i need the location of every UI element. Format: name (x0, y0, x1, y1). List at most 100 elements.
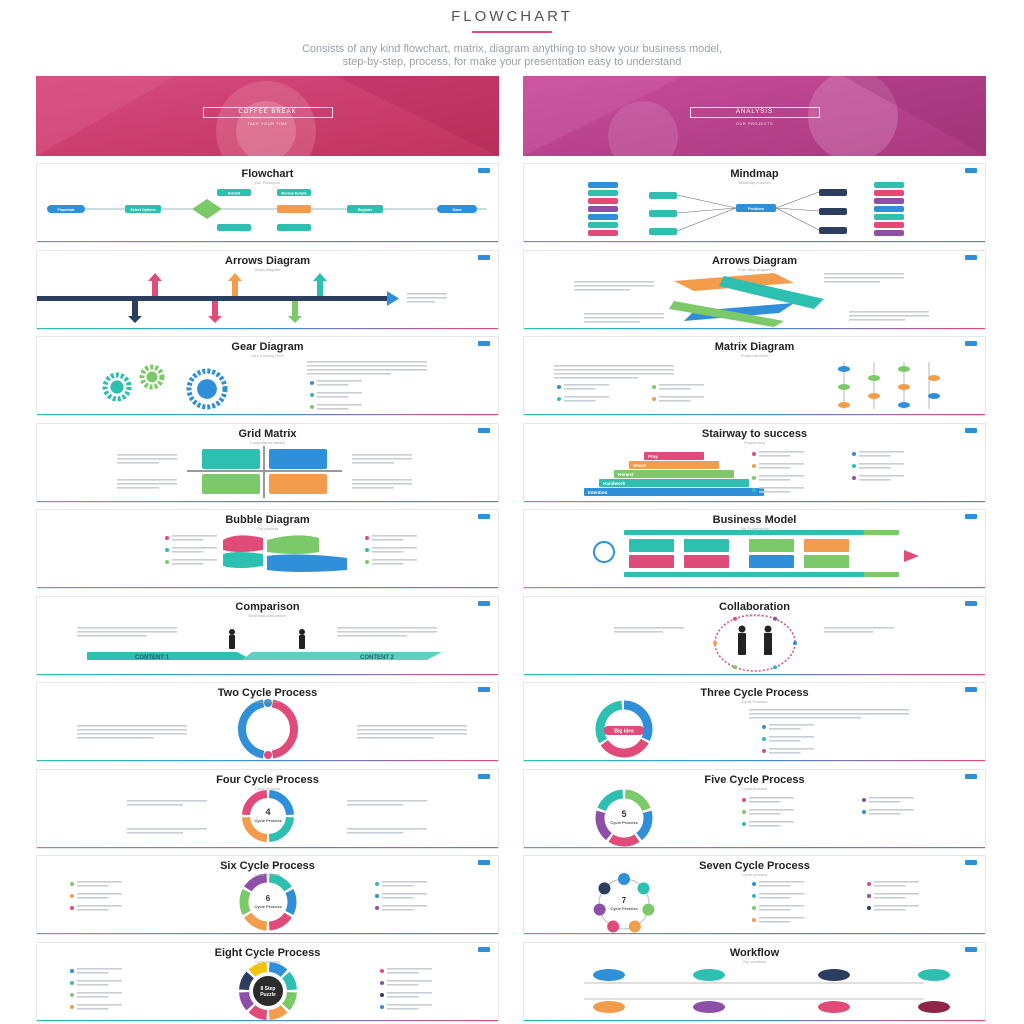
hero-banner: COFFEE BREAK (202, 107, 333, 118)
slide-thumbnail[interactable]: 7 Cycle Process Seven Cycle Process Cycle p… (523, 855, 986, 935)
slide-thumbnail[interactable]: Matrix Diagram Project timeline (523, 336, 986, 416)
slide-bottom-rule (37, 1019, 498, 1021)
connector-line (775, 207, 820, 231)
mindmap-leaf (874, 230, 904, 236)
eight-cycle-segment (268, 1004, 288, 1020)
ring-node (773, 664, 777, 669)
matrix-cell (269, 473, 327, 494)
slide-title: Two Cycle Process (217, 687, 318, 699)
slide-thumbnail[interactable]: Business Model Our Progression (523, 509, 986, 589)
mindmap-leaf (874, 190, 904, 196)
slide-thumbnail[interactable]: Collaboration Team work (523, 595, 986, 676)
bubble-item-left-bullet (165, 560, 169, 564)
slide-diagram (77, 699, 467, 759)
eight-item-right-bullet (380, 992, 384, 997)
cycle-node-icon (264, 699, 272, 707)
flow-node-label: Select Options (130, 208, 155, 212)
arrow-head (387, 290, 399, 306)
description-text (749, 717, 861, 719)
ring-node (733, 664, 737, 669)
three-item-bullet (762, 749, 766, 753)
description-text (584, 312, 664, 315)
six-item-left-bullet (70, 882, 74, 886)
slide-title: Bubble Diagram (225, 514, 310, 526)
content-text (824, 626, 894, 629)
slide-thumbnail[interactable]: Flowchart Select Options Submit Review Deta… (36, 163, 499, 243)
slide-bottom-rule (37, 587, 498, 588)
slide-thumbnail[interactable]: Grid Matrix Components details (36, 422, 499, 503)
cycle-label: Cycle Process (254, 904, 282, 909)
flow-node (347, 205, 383, 213)
flow-node-label: Register (358, 208, 373, 212)
slide-subtitle: Mindmap process (738, 180, 771, 185)
gear-item-text (317, 380, 362, 382)
description-text (77, 725, 187, 727)
slide-thumbnail[interactable]: 5 Cycle Process Five Cycle Process Cycle pr… (523, 768, 986, 849)
eight-item-right-text (387, 983, 419, 986)
hero-analysis[interactable]: ANALYSIS OUR PROJECTS (523, 76, 986, 156)
six-item-right-bullet (375, 906, 379, 910)
slide-thumbnail[interactable]: Problem Mindmap Mindmap process (523, 163, 986, 243)
diagonal-arrow (684, 302, 794, 321)
slide-thumbnail[interactable]: Arrows Diagram Four step diagram (523, 249, 986, 330)
description-text (824, 280, 880, 283)
slide-title: Flowchart (241, 168, 294, 180)
flow-node-label: Submit (228, 192, 241, 196)
stair-step (644, 451, 704, 460)
slide-bottom-rule (524, 241, 985, 242)
stair-step (584, 487, 764, 496)
slide-number-badge (478, 687, 490, 692)
four-cycle-segment (242, 789, 268, 815)
eight-item-right-text (387, 995, 419, 998)
mindmap-center-label: Problem (748, 206, 764, 211)
bubble-item-right-text (372, 539, 404, 541)
connector-line (775, 207, 820, 212)
person-icon (229, 628, 235, 635)
mindmap-leaf (874, 222, 904, 228)
slide-thumbnail[interactable]: Pray Smart Honest Handwork Intention Stairway… (523, 422, 986, 503)
slide-thumbnail[interactable]: Arrows Diagram Steps diagram (36, 249, 499, 330)
slide-thumbnail[interactable]: 8 Step Puzzle Eight Cycle Process Cycle pro… (36, 941, 499, 1022)
flow-node-label: Review Details (281, 192, 306, 196)
seven-item-left-text (759, 897, 791, 899)
slide-diagram (614, 613, 894, 672)
six-item-left-text (77, 909, 109, 911)
five-item-left-text (749, 820, 794, 823)
hero-coffee-break[interactable]: COFFEE BREAK TAKE YOUR TIME (36, 76, 499, 156)
slide-number-badge (478, 600, 490, 606)
bubble-item-right-bullet (365, 536, 369, 540)
flow-node (277, 224, 311, 231)
slide-thumbnail[interactable]: 6 Cycle Process Six Cycle Process Cycle pro… (36, 855, 499, 935)
slide-subtitle: Components details (249, 439, 286, 445)
bubble-item-right-text (372, 559, 417, 561)
three-item-bullet (762, 725, 766, 729)
slide-thumbnail[interactable]: Big Idea Three Cycle Process Cycle Process (523, 682, 986, 762)
five-cycle-segment (608, 833, 640, 846)
slide-thumbnail[interactable]: 4 Cycle Process Four Cycle Process Cycle pr… (36, 768, 499, 849)
quadrant-text (117, 461, 159, 464)
slide-thumbnail[interactable]: Two Cycle Process Cycle Process (36, 682, 499, 762)
matrix-item-text (564, 384, 609, 386)
slide-thumbnail[interactable]: Bubble Diagram Our process (36, 509, 499, 589)
eight-cycle-segment (281, 971, 297, 990)
six-item-left-text (77, 905, 122, 907)
arrow-stem (132, 300, 138, 316)
five-item-left-bullet (742, 797, 746, 802)
seven-item-left-text (759, 893, 804, 895)
gear-item-text (317, 396, 349, 398)
stair-item-left-text (759, 474, 804, 477)
description-text (749, 713, 909, 715)
six-item-left-text (77, 885, 109, 887)
slide-thumbnail[interactable]: Workflow Our workflow (523, 941, 986, 1022)
project-description (554, 377, 638, 379)
seven-cycle-node (618, 873, 630, 885)
slide-thumbnail[interactable]: CONTENT 1 CONTENT 2 Comparison Business com… (36, 595, 499, 676)
flow-node (125, 205, 161, 213)
connector-line (676, 207, 737, 214)
slide-bottom-rule (524, 846, 985, 848)
right-column: ANALYSIS OUR PROJECTS Problem Mindmap Mind… (523, 76, 986, 1022)
slide-bottom-rule (524, 1019, 985, 1021)
ring-node (793, 640, 797, 645)
slide-thumbnail[interactable]: Gear Diagram Your Gearing Here (36, 336, 499, 416)
stair-item-left-text (759, 450, 804, 453)
